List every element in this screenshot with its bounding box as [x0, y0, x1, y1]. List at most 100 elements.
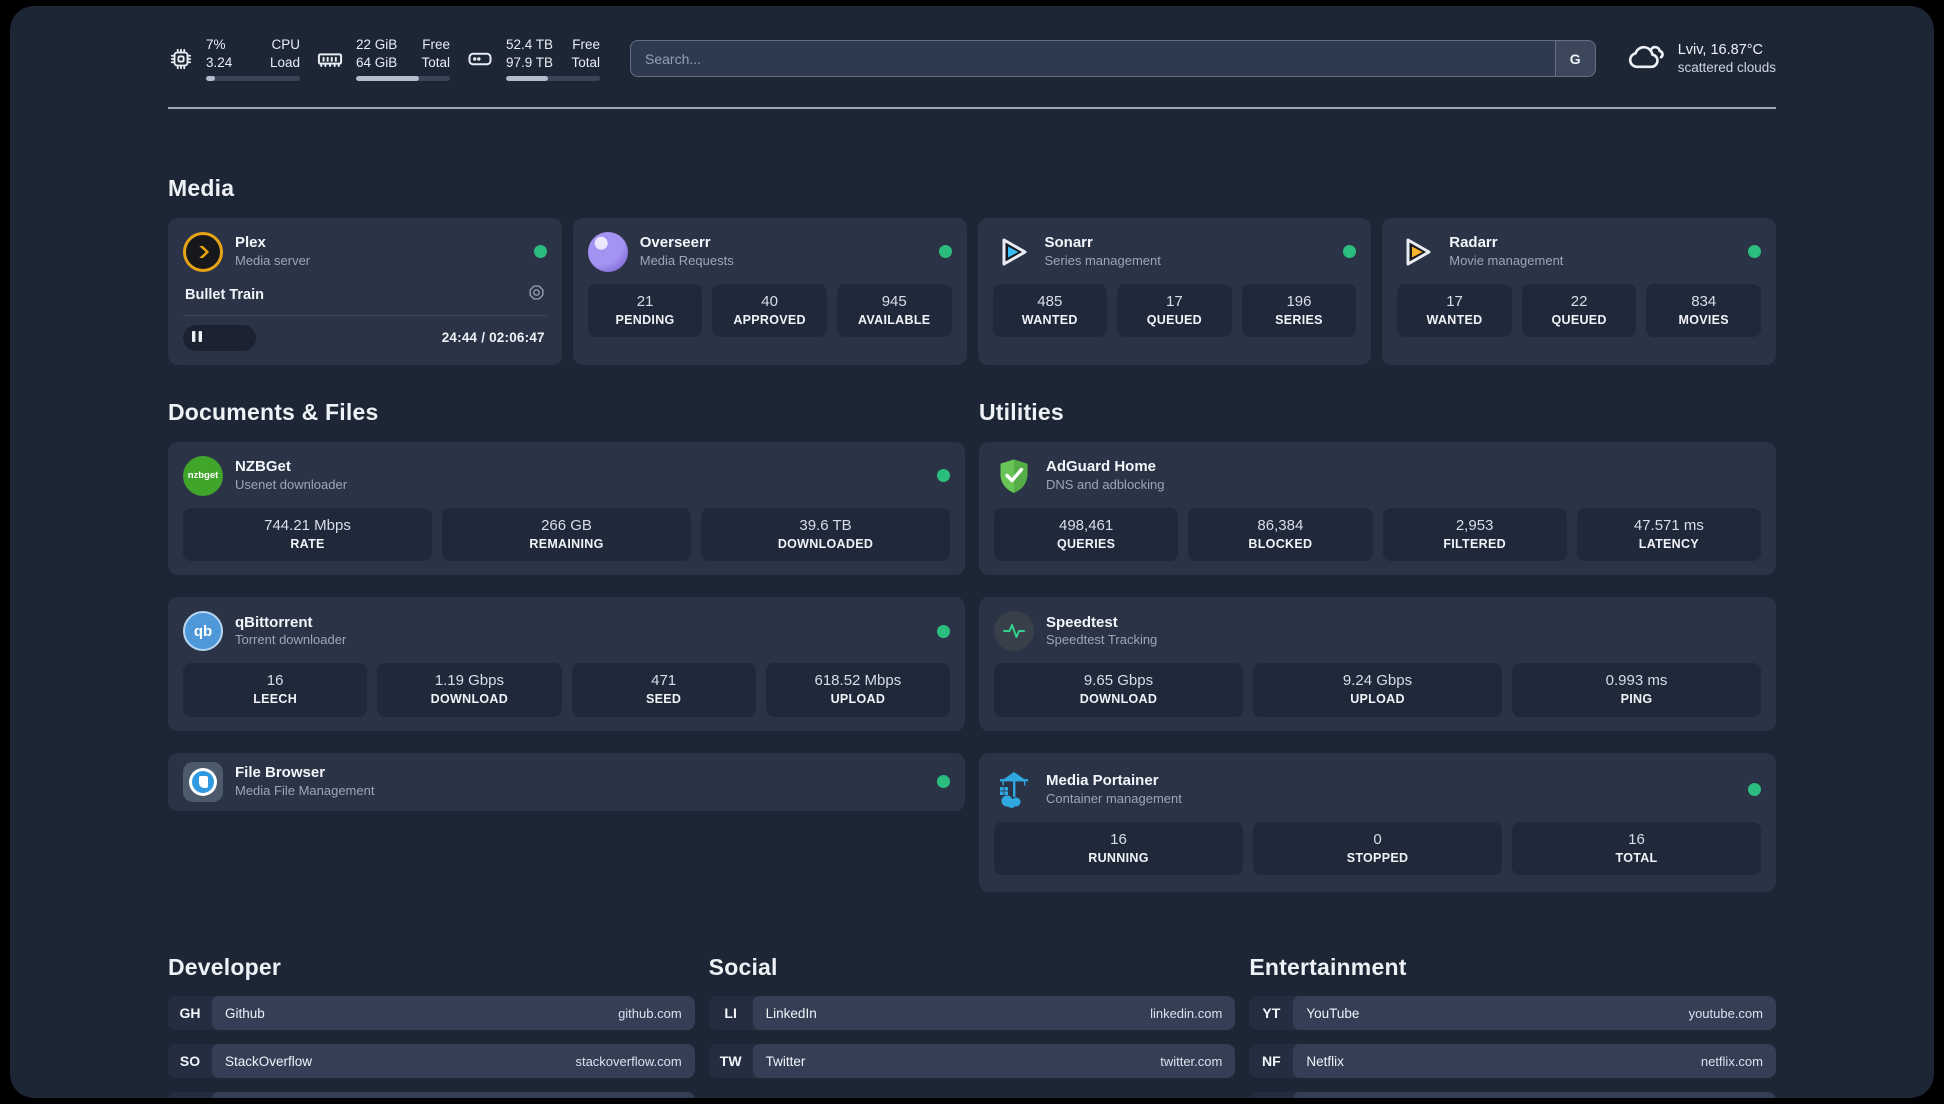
status-dot: [533, 245, 547, 259]
header-divider: [168, 107, 1776, 109]
stat-tile: 266 GB REMAINING: [442, 507, 691, 562]
cpu-metric: 7% 3.24 CPU Load: [168, 36, 300, 82]
link-name: StackOverflow: [225, 1053, 313, 1069]
portainer-icon: [994, 770, 1034, 810]
app-subtitle: Usenet downloader: [235, 476, 348, 492]
cpu-icon: [168, 46, 194, 72]
link-url: netflix.com: [1700, 1053, 1763, 1069]
link-netflix[interactable]: NF Netflix netflix.com: [1249, 1044, 1776, 1079]
storage-free-label: Free: [572, 37, 600, 52]
radarr-icon: [1397, 232, 1437, 272]
cpu-label: CPU: [271, 37, 300, 52]
link-name: LinkedIn: [765, 1005, 817, 1021]
search-input[interactable]: [631, 41, 1555, 77]
stat-tile: 22 QUEUED: [1521, 283, 1637, 338]
plex-card[interactable]: Plex Media server Bullet Train: [168, 217, 562, 365]
search-engine-button[interactable]: G: [1554, 41, 1595, 77]
link-dev[interactable]: DT DEVdev.to: [168, 1092, 695, 1098]
adguard-card[interactable]: AdGuard Home DNS and adblocking 498,461 Q…: [979, 441, 1776, 576]
stat-tile: 0 STOPPED: [1253, 821, 1502, 876]
app-subtitle: Speedtest Tracking: [1046, 632, 1158, 648]
filebrowser-icon: [183, 761, 223, 802]
app-title: Overseerr: [639, 234, 711, 252]
stat-tile: 39.6 TB DOWNLOADED: [701, 507, 950, 562]
link-name: Github: [225, 1005, 265, 1021]
stat-tile: 945 AVAILABLE: [836, 283, 952, 338]
stat-tile: 744.21 Mbps RATE: [183, 507, 432, 562]
app-title: NZBGet: [235, 458, 291, 476]
weather-widget: Lviv, 16.87°C scattered clouds: [1626, 39, 1776, 78]
app-subtitle: Container management: [1046, 790, 1182, 806]
stat-tile: 40 APPROVED: [712, 283, 827, 338]
stat-tile: 9.24 Gbps UPLOAD: [1253, 663, 1502, 717]
weather-condition: scattered clouds: [1677, 60, 1776, 76]
link-tag: GH: [179, 1005, 201, 1022]
stat-tile: 16 LEECH: [183, 663, 368, 717]
link-linkedin[interactable]: LI LinkedIn linkedin.com: [708, 996, 1236, 1031]
stat-tile: 834 MOVIES: [1646, 283, 1761, 338]
cpu-progress-bar: [206, 76, 300, 82]
cloud-icon: [1626, 39, 1666, 78]
pause-button[interactable]: [192, 329, 202, 347]
playback-time: 24:44 / 02:06:47: [441, 330, 545, 346]
stat-tile: 16 TOTAL: [1512, 821, 1761, 876]
link-twitter[interactable]: TW Twitter twitter.com: [708, 1044, 1236, 1079]
link-name: Netflix: [1306, 1053, 1344, 1069]
stat-tile: 471 SEED: [571, 663, 756, 717]
utilities-section: Utilities: [979, 399, 1776, 893]
ram-icon: [316, 45, 344, 73]
overseerr-card[interactable]: Overseerr Media Requests 21 PENDING 40 APP…: [572, 217, 967, 365]
link-url: stackoverflow.com: [575, 1053, 682, 1069]
overseerr-icon: [587, 231, 628, 272]
sonarr-icon: [993, 232, 1033, 272]
portainer-card[interactable]: Media Portainer Container management 16 R…: [979, 752, 1776, 893]
link-reddit[interactable]: RE Redditreddit.com: [1249, 1092, 1776, 1098]
utilities-section-title: Utilities: [979, 398, 1064, 425]
app-title: File Browser: [235, 764, 326, 782]
cpu-load-value: 3.24: [206, 54, 233, 70]
system-metrics: 7% 3.24 CPU Load: [168, 36, 600, 82]
top-bar: 7% 3.24 CPU Load: [168, 6, 1776, 82]
app-title: Speedtest: [1046, 613, 1118, 631]
developer-section: Developer GH Github github.com SO StackOv…: [168, 954, 695, 1098]
stat-tile: 47.571 ms LATENCY: [1576, 507, 1761, 562]
memory-free-label: Free: [422, 37, 450, 52]
speedtest-card[interactable]: Speedtest Speedtest Tracking 9.65 Gbps DO…: [979, 597, 1776, 731]
app-title: Media Portainer: [1046, 772, 1159, 790]
plex-icon: [183, 231, 223, 272]
memory-total-value: 64 GiB: [356, 54, 398, 70]
link-youtube[interactable]: YT YouTube youtube.com: [1249, 996, 1776, 1031]
link-url: github.com: [618, 1005, 682, 1021]
link-name: YouTube: [1306, 1005, 1360, 1021]
nzbget-card[interactable]: nzbget NZBGet Usenet downloader 744.21 M…: [168, 441, 965, 576]
search-bar: G: [630, 40, 1596, 78]
playback-progress: 24:44 / 02:06:47: [183, 324, 547, 351]
media-section-title: Media: [168, 174, 235, 201]
storage-total-label: Total: [571, 54, 600, 70]
qbittorrent-card[interactable]: qb qBittorrent Torrent downloader 16 LEEC…: [168, 597, 965, 731]
app-title: Radarr: [1449, 234, 1498, 252]
filebrowser-card[interactable]: File Browser Media File Management: [168, 752, 965, 811]
link-name: Twitter: [765, 1053, 806, 1069]
app-subtitle: Media File Management: [235, 782, 375, 798]
radarr-card[interactable]: Radarr Movie management 17 WANTED 22 QUEUE…: [1382, 217, 1776, 365]
link-tag: YT: [1262, 1005, 1281, 1022]
stat-tile: 196 SERIES: [1241, 283, 1357, 338]
memory-total-label: Total: [421, 54, 450, 70]
stat-tile: 9.65 Gbps DOWNLOAD: [994, 663, 1243, 717]
storage-free-value: 52.4 TB: [506, 37, 554, 52]
app-subtitle: Media server: [235, 252, 311, 268]
link-github[interactable]: GH Github github.com: [168, 996, 695, 1031]
link-tag: DT: [168, 1092, 212, 1098]
cpu-load-label: Load: [269, 54, 300, 70]
link-tag: LI: [724, 1005, 737, 1022]
social-section: Social LI LinkedIn linkedin.com TW Twitte…: [708, 954, 1236, 1098]
storage-total-value: 97.9 TB: [506, 54, 554, 70]
link-stackoverflow[interactable]: SO StackOverflow stackoverflow.com: [168, 1044, 695, 1079]
nzbget-icon: nzbget: [183, 455, 223, 496]
app-title: Sonarr: [1044, 234, 1093, 252]
storage-metric: 52.4 TB 97.9 TB Free Total: [466, 36, 600, 82]
status-dot: [1748, 783, 1761, 797]
link-url: linkedin.com: [1150, 1005, 1223, 1021]
sonarr-card[interactable]: Sonarr Series management 485 WANTED 17 QUE…: [977, 217, 1372, 365]
